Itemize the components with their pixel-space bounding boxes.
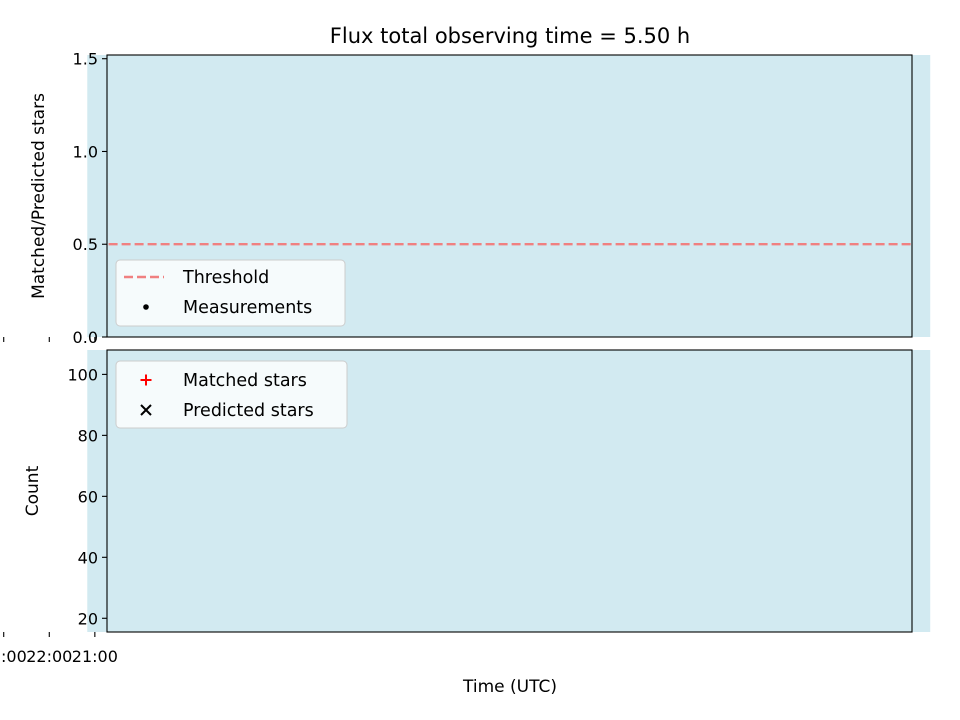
plot-area: [107, 243, 912, 246]
legend-label: Threshold: [182, 268, 269, 288]
y-tick-label: 40: [78, 548, 98, 567]
y-axis-label: Count: [23, 465, 43, 516]
y-tick-label: 1.5: [73, 50, 98, 69]
x-tick-label: 21:00: [72, 647, 118, 666]
chart-title: Flux total observing time = 5.50 h: [330, 24, 690, 48]
x-tick-label: 22:00: [26, 647, 72, 666]
y-tick-label: 20: [78, 609, 98, 628]
legend-box: [115, 259, 346, 327]
x-axis-label: Time (UTC): [462, 677, 557, 697]
legend-matched-swatch: [140, 374, 152, 386]
legend-label: Predicted stars: [183, 401, 314, 421]
count-panel: 2040608010021:0022:0023:0000:0001:0002:0…: [0, 349, 931, 666]
legend-label: Matched stars: [183, 371, 307, 391]
y-tick-label: 60: [78, 487, 98, 506]
y-tick-label: 80: [78, 426, 98, 445]
legend-measurement-swatch: [143, 304, 149, 310]
legend-predicted-swatch: [140, 404, 152, 416]
axes-frame: [106, 54, 913, 338]
legend: Threshold Measurements: [115, 259, 346, 327]
legend: Matched stars Predicted stars: [115, 360, 348, 429]
legend-label: Measurements: [183, 298, 312, 318]
ratio-panel: 0.0 0.5 1.0 1.5 Matched/Predicted stars Thres…: [3, 50, 931, 347]
x-tick-label: 23:00: [0, 647, 27, 666]
y-tick-label: 1.0: [73, 142, 98, 161]
y-tick-label: 0.0: [73, 328, 98, 347]
y-tick-label: 100: [67, 365, 98, 384]
legend-box: [115, 360, 348, 429]
y-tick-label: 0.5: [73, 235, 98, 254]
axes-frame: [106, 349, 913, 633]
y-axis-label: Matched/Predicted stars: [29, 93, 49, 299]
